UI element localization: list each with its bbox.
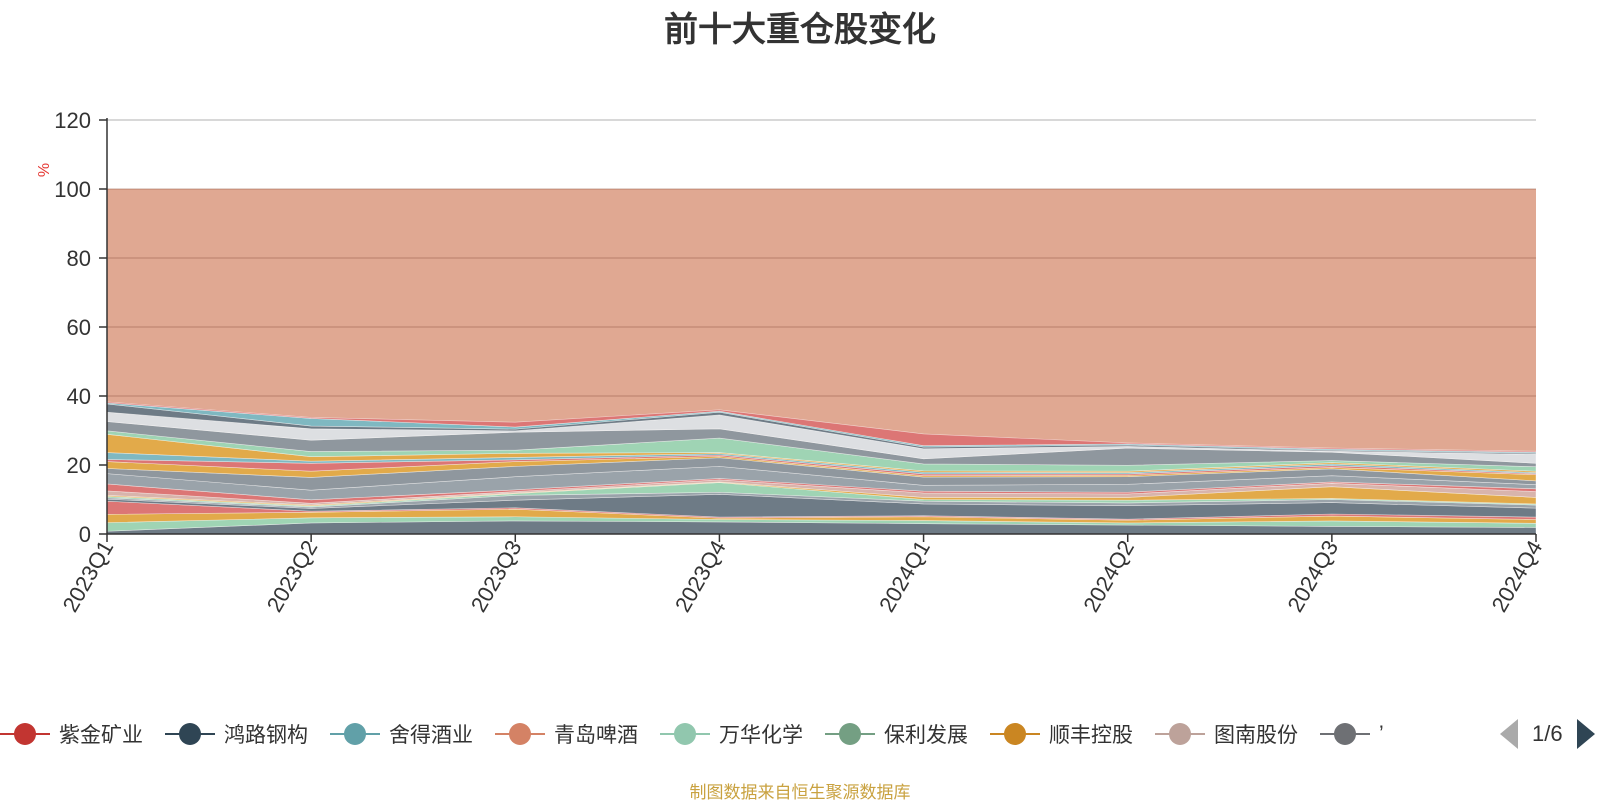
y-tick-label: 80 bbox=[67, 246, 91, 271]
source-note: 制图数据来自恒生聚源数据库 bbox=[689, 783, 911, 803]
legend-marker-icon bbox=[165, 722, 215, 746]
legend-marker-icon bbox=[0, 722, 50, 746]
legend-label: 紫金矿业 bbox=[59, 724, 143, 747]
chart-title: 前十大重仓股变化 bbox=[664, 10, 936, 50]
legend-item[interactable]: 万华化学 bbox=[660, 719, 803, 749]
legend-item[interactable]: 保利发展 bbox=[825, 719, 968, 749]
legend-item[interactable]: 舍得酒业 bbox=[330, 719, 473, 749]
x-tick-label: 2023Q2 bbox=[262, 536, 323, 616]
legend-label: 保利发展 bbox=[884, 724, 968, 747]
legend-marker-icon bbox=[825, 722, 875, 746]
legend-item[interactable]: 图南股份 bbox=[1155, 719, 1298, 749]
legend-item[interactable]: 鸿路钢构 bbox=[165, 719, 308, 749]
legend-marker-icon bbox=[330, 722, 380, 746]
legend-marker-icon bbox=[660, 722, 710, 746]
legend-label: 青岛啤酒 bbox=[554, 724, 638, 747]
pager-next-arrow-icon[interactable] bbox=[1576, 719, 1595, 749]
legend-item[interactable]: ’ bbox=[1320, 722, 1384, 746]
x-tick-label: 2023Q1 bbox=[58, 536, 119, 616]
legend-marker-icon bbox=[1320, 722, 1370, 746]
legend-pager: 1/6 bbox=[1500, 718, 1595, 750]
legend-label: 图南股份 bbox=[1214, 724, 1298, 747]
area-series-s22 bbox=[106, 401, 1537, 453]
y-tick-label: 0 bbox=[79, 522, 91, 547]
legend-label: ’ bbox=[1379, 722, 1384, 745]
legend-label: 万华化学 bbox=[719, 724, 803, 747]
y-tick-label: 60 bbox=[67, 315, 91, 340]
legend-label: 顺丰控股 bbox=[1049, 724, 1133, 747]
legend-label: 鸿路钢构 bbox=[224, 724, 308, 747]
legend-item[interactable]: 青岛啤酒 bbox=[495, 719, 638, 749]
legend-item[interactable]: 顺丰控股 bbox=[990, 719, 1133, 749]
y-tick-label: 100 bbox=[54, 177, 91, 202]
legend: 紫金矿业 鸿路钢构 舍得酒业 青岛啤酒 万华化学 保利发展 顺丰控股 图南股份 ’ bbox=[0, 716, 1490, 752]
y-axis-label: % bbox=[36, 163, 53, 177]
legend-marker-icon bbox=[990, 722, 1040, 746]
legend-marker-icon bbox=[495, 722, 545, 746]
x-tick-label: 2024Q4 bbox=[1487, 536, 1548, 616]
pager-text: 1/6 bbox=[1532, 721, 1563, 746]
legend-label: 舍得酒业 bbox=[389, 724, 473, 747]
y-tick-label: 120 bbox=[54, 108, 91, 133]
pager-prev-arrow-icon[interactable] bbox=[1500, 719, 1518, 749]
x-tick-label: 2024Q3 bbox=[1282, 536, 1343, 616]
legend-marker-icon bbox=[1155, 722, 1205, 746]
x-tick-label: 2023Q3 bbox=[466, 536, 527, 616]
legend-item[interactable]: 紫金矿业 bbox=[0, 719, 143, 749]
x-tick-label: 2024Q1 bbox=[874, 536, 935, 616]
x-tick-label: 2024Q2 bbox=[1078, 536, 1139, 616]
y-tick-label: 20 bbox=[67, 453, 91, 478]
x-tick-label: 2023Q4 bbox=[670, 536, 731, 616]
y-tick-label: 40 bbox=[67, 384, 91, 409]
